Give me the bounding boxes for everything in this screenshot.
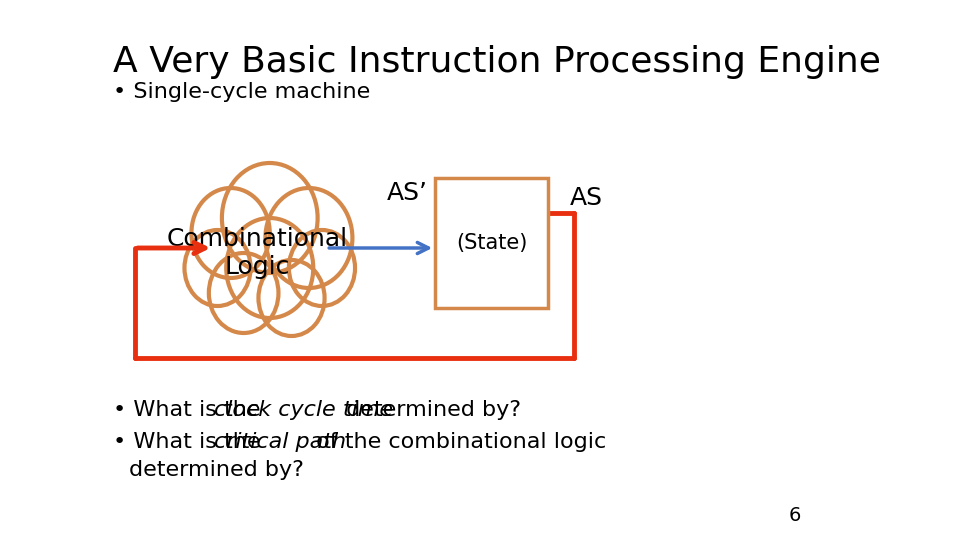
Circle shape [191, 188, 270, 278]
Text: determined by?: determined by? [339, 400, 520, 420]
Text: determined by?: determined by? [129, 460, 303, 480]
Text: of the combinational logic: of the combinational logic [309, 432, 606, 452]
Text: Combinational
Logic: Combinational Logic [166, 227, 348, 279]
Text: • What is the: • What is the [113, 432, 268, 452]
Text: • What is the: • What is the [113, 400, 268, 420]
Text: critical path: critical path [214, 432, 347, 452]
Text: AS’: AS’ [387, 181, 428, 205]
Text: A Very Basic Instruction Processing Engine: A Very Basic Instruction Processing Engi… [113, 45, 881, 79]
Text: (State): (State) [456, 233, 527, 253]
Bar [435, 178, 548, 308]
Circle shape [265, 188, 352, 288]
Circle shape [227, 218, 313, 318]
Circle shape [222, 163, 318, 273]
Text: clock cycle time: clock cycle time [214, 400, 394, 420]
Circle shape [289, 230, 355, 306]
Circle shape [184, 230, 251, 306]
Text: 6: 6 [788, 506, 801, 525]
Circle shape [209, 253, 278, 333]
Text: • Single-cycle machine: • Single-cycle machine [113, 82, 371, 102]
Circle shape [258, 260, 324, 336]
Text: AS: AS [570, 186, 603, 210]
